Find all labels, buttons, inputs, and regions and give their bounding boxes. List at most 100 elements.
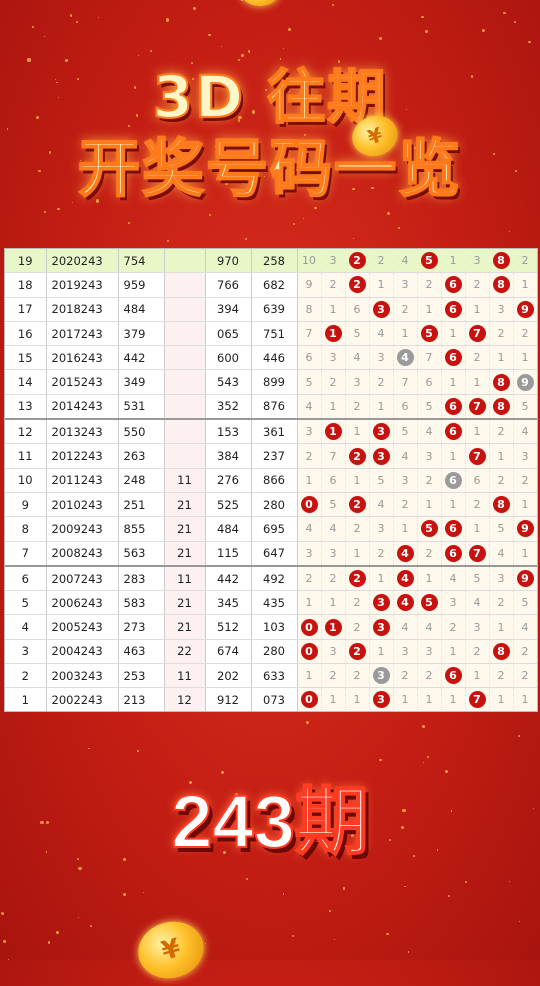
miss-count: 4: [305, 522, 313, 536]
sparkle: [414, 147, 417, 150]
draw-number: 248: [118, 468, 165, 493]
sum-code: [164, 345, 206, 371]
sparkle: [162, 178, 165, 181]
digit-cell: 9: [513, 297, 537, 322]
digit-cell: 1: [441, 249, 466, 274]
digit-cell: 1: [297, 663, 322, 689]
hit-ball: 4: [396, 594, 414, 612]
table-row: 12 2013243 550 153 361 3 1 1 3 5 4 6 1 2 4: [5, 418, 537, 445]
table-row: 6 2007243 283 11 442 492 2 2 2 1 4 1 4 5 3 9: [5, 564, 537, 592]
table-row: 3 2004243 463 22 674 280 0 3 2 1 3 3 1 2 8 2: [5, 639, 537, 665]
miss-count: 1: [353, 693, 361, 707]
miss-count: 3: [521, 449, 529, 463]
sparkle: [189, 781, 192, 785]
digit-cell: 6: [345, 297, 370, 322]
miss-count: 2: [401, 498, 409, 512]
miss-count: 5: [425, 399, 433, 413]
trial-number: 065: [205, 321, 252, 347]
miss-count: 2: [329, 669, 337, 683]
miss-count: 1: [353, 546, 361, 560]
sparkle: [282, 48, 285, 50]
hit-ball: 3: [372, 447, 390, 465]
sparkle: [519, 921, 521, 923]
sparkle: [49, 151, 52, 154]
digit-cell: 1: [369, 272, 394, 298]
miss-count: 2: [425, 278, 433, 292]
sparkle: [220, 45, 223, 47]
miss-count: 1: [449, 327, 457, 341]
draw-number: 379: [118, 321, 165, 347]
extra-number: 647: [251, 541, 298, 567]
sum-code: [164, 297, 206, 322]
sparkle: [386, 932, 390, 936]
miss-count: 3: [377, 522, 385, 536]
repeat-ball: 9: [516, 373, 534, 391]
row-index: 7: [5, 541, 47, 567]
row-index: 16: [5, 321, 47, 347]
sum-code: 21: [164, 614, 206, 640]
hit-ball: 7: [468, 691, 486, 709]
extra-number: 682: [251, 272, 298, 298]
digit-cell: 1: [465, 369, 490, 395]
miss-count: 4: [329, 522, 337, 536]
issue-number: 2011243: [46, 468, 119, 493]
sparkle: [282, 893, 284, 895]
digit-cell: 6: [441, 272, 466, 298]
digit-cell: 4: [393, 590, 418, 616]
sparkle: [77, 78, 79, 81]
issue-number: 2006243: [46, 590, 119, 616]
digit-cell: 6: [465, 468, 490, 493]
gold-coin-icon: ¥: [131, 914, 211, 986]
sparkle: [84, 161, 86, 163]
extra-number: 237: [251, 443, 298, 469]
sparkle: [75, 20, 79, 24]
digit-cell: 4: [393, 249, 418, 274]
sparkle: [56, 931, 60, 934]
miss-count: 1: [305, 596, 313, 610]
sparkle: [263, 175, 266, 178]
table-row: 2 2003243 253 11 202 633 1 2 2 3 2 2 6 1 2 2: [5, 663, 537, 689]
digit-cell: 1: [465, 663, 490, 689]
digit-cell: 5: [513, 394, 537, 420]
miss-count: 4: [401, 449, 409, 463]
digit-cell: 2: [417, 663, 442, 689]
sparkle: [182, 191, 185, 193]
miss-count: 6: [401, 399, 409, 413]
digit-cell: 5: [393, 418, 418, 445]
digit-cell: 1: [321, 418, 346, 445]
hit-ball: 9: [516, 520, 534, 538]
sparkle: [241, 53, 245, 57]
sparkle: [69, 14, 73, 17]
miss-count: 5: [521, 596, 529, 610]
digit-cell: 2: [297, 443, 322, 469]
sparkle: [388, 839, 391, 842]
extra-number: 258: [251, 249, 298, 274]
sparkle: [422, 761, 425, 763]
digit-cell: 2: [393, 492, 418, 518]
trial-number: 525: [205, 492, 252, 518]
digit-cell: 7: [465, 394, 490, 420]
miss-count: 1: [473, 302, 481, 316]
digit-cell: 1: [465, 418, 490, 445]
digit-cell: 3: [321, 541, 346, 567]
extra-number: 876: [251, 394, 298, 420]
hit-ball: 0: [300, 691, 318, 709]
digit-cell: 3: [441, 590, 466, 616]
row-index: 10: [5, 468, 47, 493]
miss-count: 2: [425, 473, 433, 487]
sparkle: [241, 0, 243, 2]
sparkle: [245, 877, 249, 881]
digit-cell: 4: [393, 541, 418, 567]
extra-number: 280: [251, 492, 298, 518]
miss-count: 6: [329, 473, 337, 487]
digit-cell: 3: [465, 249, 490, 274]
sum-code: 11: [164, 564, 206, 592]
issue-number: 2014243: [46, 394, 119, 420]
sparkle: [134, 86, 137, 89]
row-index: 14: [5, 369, 47, 395]
digit-cell: 1: [393, 687, 418, 711]
extra-number: 361: [251, 418, 298, 445]
miss-count: 2: [449, 620, 457, 634]
row-index: 13: [5, 394, 47, 420]
trial-number: 115: [205, 541, 252, 567]
